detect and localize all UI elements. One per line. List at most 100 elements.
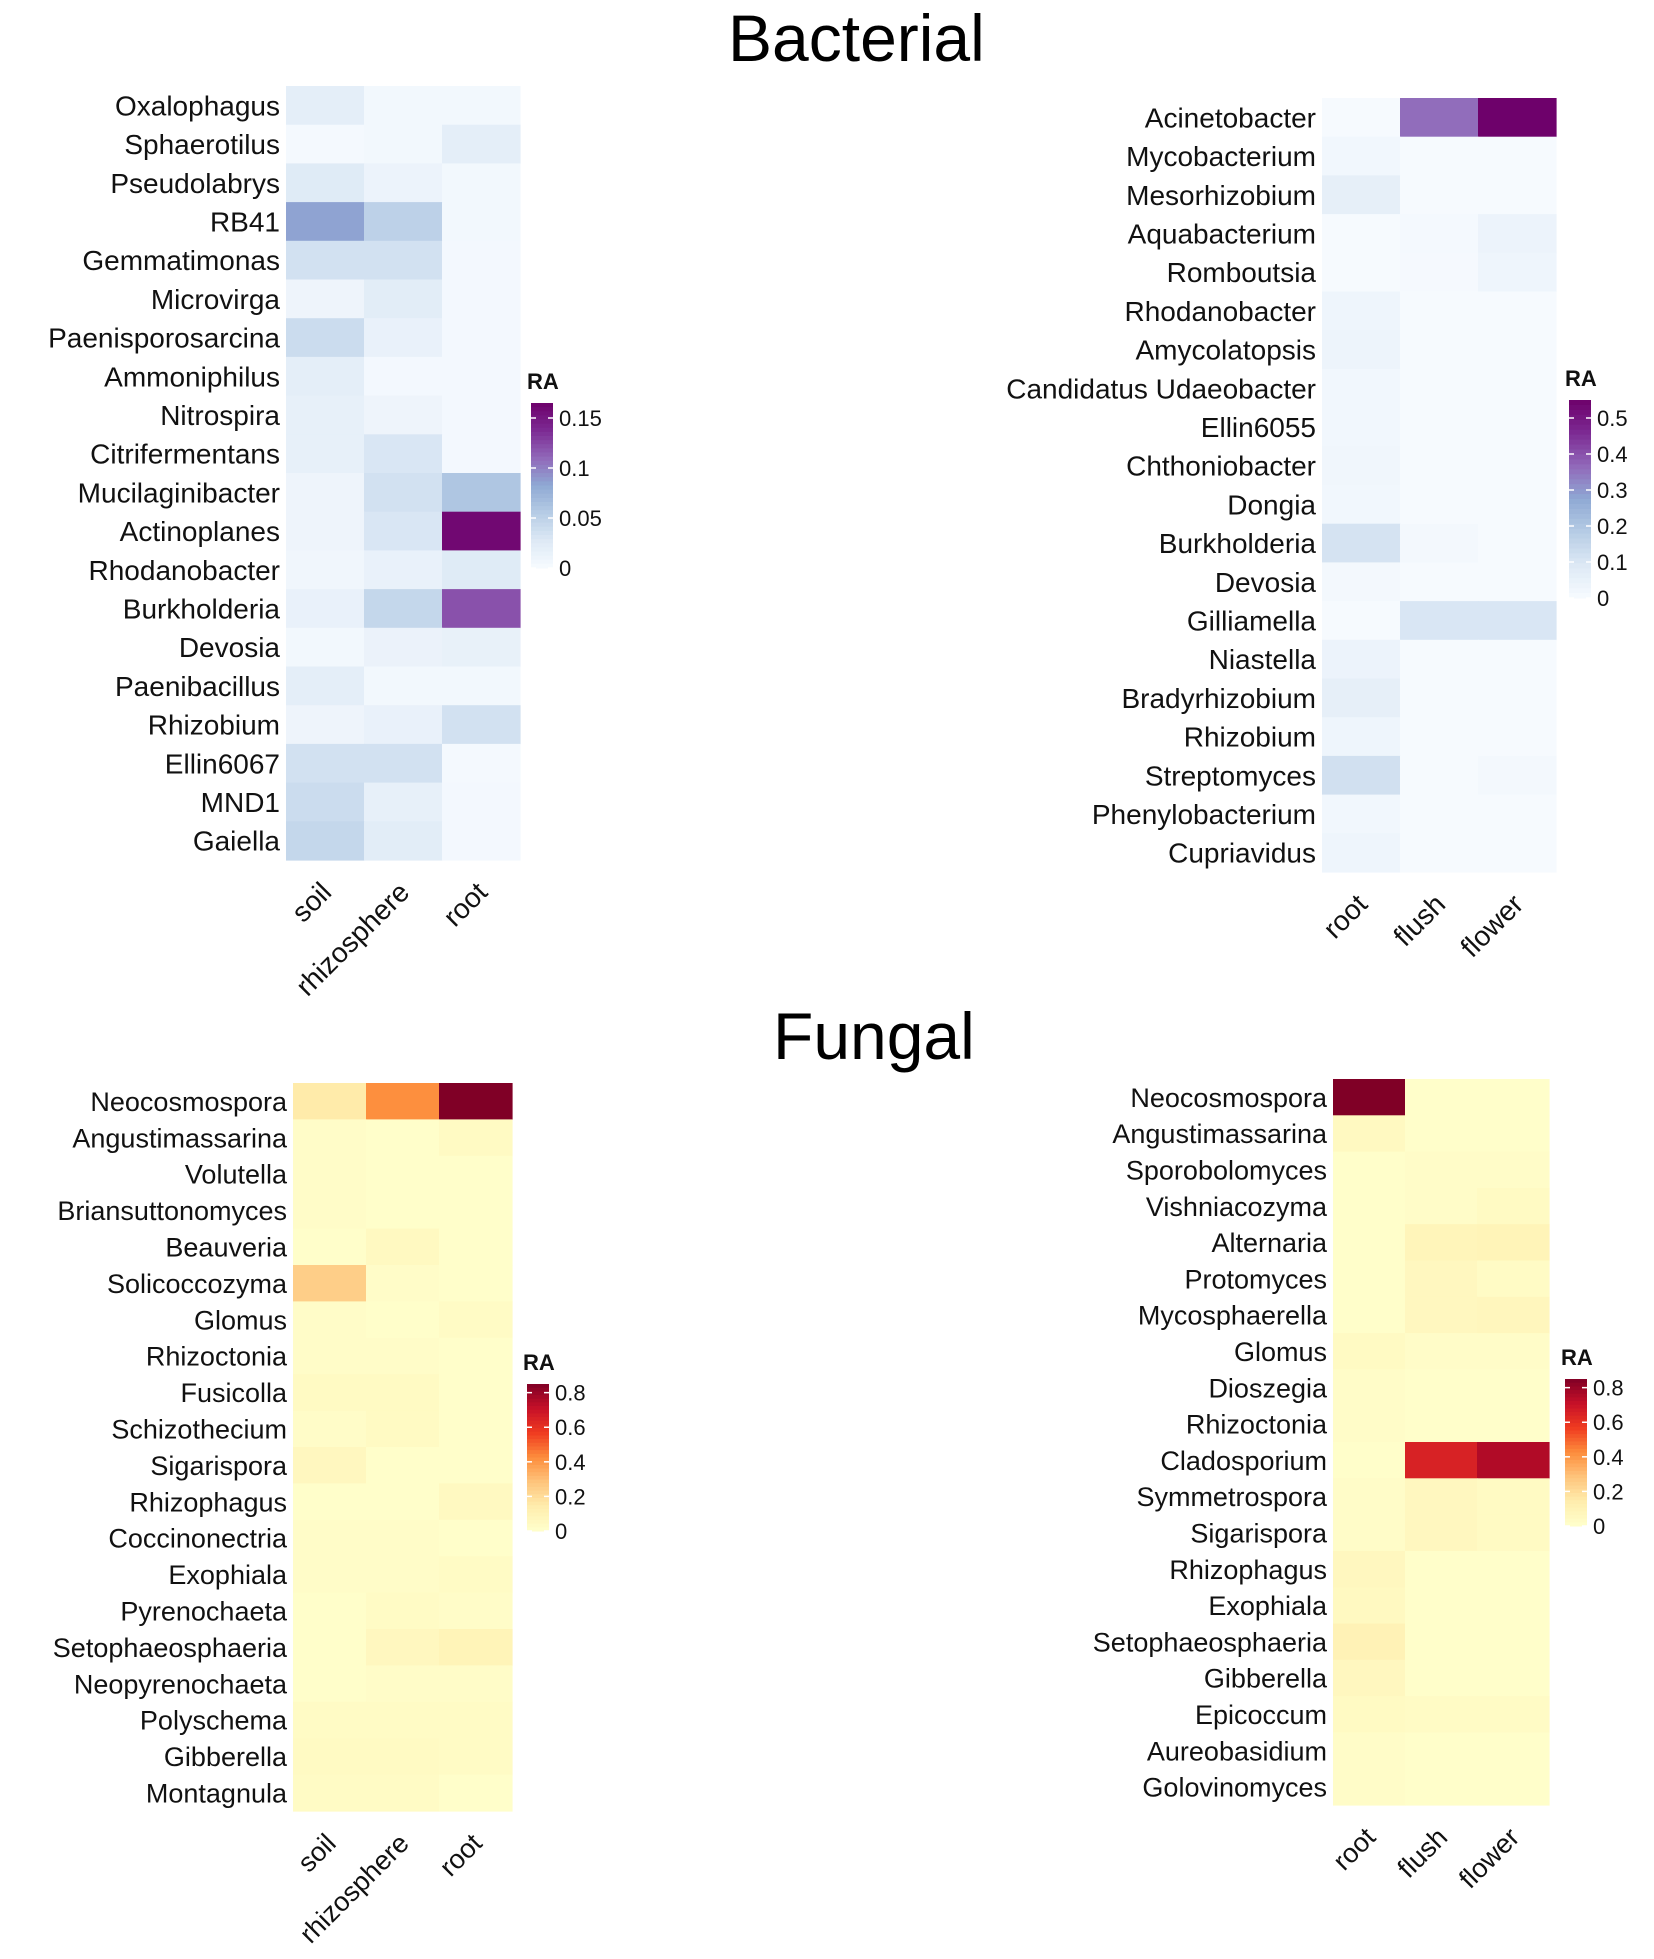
legend-gradient-step xyxy=(527,1442,549,1447)
legend-tick-label: 0.4 xyxy=(1597,442,1628,467)
heatmap-cell xyxy=(1477,1768,1550,1806)
heatmap-cell xyxy=(366,1083,440,1120)
heatmap-cell xyxy=(293,1410,367,1448)
row-label: Romboutsia xyxy=(1167,257,1317,288)
legend-gradient-step xyxy=(527,1457,549,1462)
legend-tick-label: 0.2 xyxy=(555,1484,586,1509)
heatmap-cell xyxy=(286,434,365,474)
heatmap-cell xyxy=(286,743,365,784)
heatmap-cell xyxy=(1405,1442,1478,1479)
heatmap-cell xyxy=(1333,1514,1406,1552)
row-label: Symmetrospora xyxy=(1136,1482,1328,1512)
heatmap-cell xyxy=(439,1374,513,1412)
legend-gradient-step xyxy=(531,407,553,412)
heatmap-cell xyxy=(1478,485,1557,525)
heatmap-cell xyxy=(442,511,521,551)
heatmap-cell xyxy=(1333,1768,1406,1806)
heatmap-cell xyxy=(1322,407,1401,447)
heatmap-cell xyxy=(364,356,443,397)
legend-tick-label: 0.8 xyxy=(1593,1376,1624,1401)
heatmap-cell xyxy=(1405,1260,1478,1298)
heatmap-cell xyxy=(1400,407,1479,447)
heatmap-cell xyxy=(442,666,521,706)
legend-gradient-step xyxy=(1569,419,1591,426)
legend-gradient-step xyxy=(531,514,553,520)
legend-gradient-step xyxy=(1565,1492,1587,1498)
row-label: Dongia xyxy=(1227,489,1316,520)
legend-gradient-step xyxy=(531,460,553,466)
heatmap-cell xyxy=(1333,1550,1406,1588)
heatmap-cell xyxy=(1405,1187,1478,1225)
heatmap-cell xyxy=(364,743,443,784)
heatmap-cell xyxy=(286,550,365,590)
legend-gradient-step xyxy=(531,493,553,499)
legend-gradient-step xyxy=(531,415,553,421)
heatmap-cell xyxy=(1333,1224,1406,1262)
heatmap-cell xyxy=(286,279,365,319)
heatmap-cell xyxy=(1478,368,1557,409)
legend-gradient-step xyxy=(1565,1459,1587,1465)
row-label: Mycobacterium xyxy=(1126,141,1316,172)
heatmap-cell xyxy=(364,821,443,861)
heatmap-cell xyxy=(1478,330,1557,370)
column-label: root xyxy=(1327,1822,1381,1876)
heatmap-cell xyxy=(442,589,521,629)
heatmap-cell xyxy=(1477,1732,1550,1770)
heatmap-cell xyxy=(286,511,365,551)
legend-tick-label: 0 xyxy=(559,556,571,581)
legend-gradient-step xyxy=(527,1435,549,1440)
legend-gradient-step xyxy=(527,1409,549,1414)
legend-tick-label: 0.05 xyxy=(559,506,602,531)
legend-gradient-step xyxy=(527,1501,549,1506)
legend-gradient-step xyxy=(1565,1522,1587,1527)
heatmap-cell xyxy=(1478,446,1557,486)
legend-gradient-step xyxy=(527,1431,549,1436)
legend-gradient-step xyxy=(531,456,553,462)
heatmap-cell xyxy=(364,318,443,358)
row-label: Paenibacillus xyxy=(115,671,280,702)
heatmap-cell xyxy=(1322,755,1401,796)
legend-gradient-step xyxy=(531,547,553,553)
heatmap-cell xyxy=(1322,794,1401,834)
legend-title: RA xyxy=(527,369,559,394)
heatmap-cell xyxy=(1322,446,1401,486)
heatmap-cell xyxy=(1405,1115,1478,1153)
legend-gradient-step xyxy=(527,1387,549,1392)
heatmap-cell xyxy=(1405,1768,1478,1806)
row-label: Aureobasidium xyxy=(1147,1736,1327,1766)
heatmap-cell xyxy=(1478,639,1557,680)
legend-gradient-step xyxy=(1569,533,1591,540)
fungal-compartment-legend: RA 0 0.2 0.4 0.6 0.8 xyxy=(523,1350,586,1544)
legend-gradient-step xyxy=(531,423,553,429)
row-label: Setophaeosphaeria xyxy=(53,1633,288,1663)
heatmap-cell xyxy=(439,1119,513,1157)
legend-gradient-step xyxy=(531,526,553,532)
fungal-compartment-heatmap: Neocosmospora Angustimassarina Volutella Br… xyxy=(53,1083,586,1949)
heatmap-cell xyxy=(364,124,443,164)
row-label: Rhizobium xyxy=(148,710,280,741)
heatmap-cell xyxy=(1477,1187,1550,1225)
heatmap-cell xyxy=(293,1374,367,1412)
legend-gradient-step xyxy=(1565,1379,1587,1384)
legend-gradient-step xyxy=(1565,1386,1587,1391)
legend-gradient-step xyxy=(1565,1496,1587,1501)
heatmap-cell xyxy=(439,1592,513,1630)
heatmap-cell xyxy=(1477,1079,1550,1116)
heatmap-cell xyxy=(1477,1333,1550,1370)
heatmap-cell xyxy=(364,589,443,629)
column-label: flush xyxy=(1392,1822,1454,1884)
heatmap-cell xyxy=(1322,291,1401,331)
heatmap-cell xyxy=(442,743,521,784)
heatmap-cell xyxy=(1477,1696,1550,1733)
heatmap-cell xyxy=(366,1701,440,1739)
heatmap-cell xyxy=(293,1592,367,1630)
row-label: Golovinomyces xyxy=(1142,1773,1327,1803)
legend-gradient-step xyxy=(531,485,553,491)
legend-gradient-step xyxy=(1569,404,1591,411)
heatmap-cell xyxy=(1477,1151,1550,1189)
legend-gradient-step xyxy=(1565,1408,1587,1413)
legend-gradient-step xyxy=(527,1490,549,1495)
legend-gradient-step xyxy=(531,448,553,454)
heatmap-cell xyxy=(439,1228,513,1266)
legend-gradient-step xyxy=(1569,593,1591,599)
